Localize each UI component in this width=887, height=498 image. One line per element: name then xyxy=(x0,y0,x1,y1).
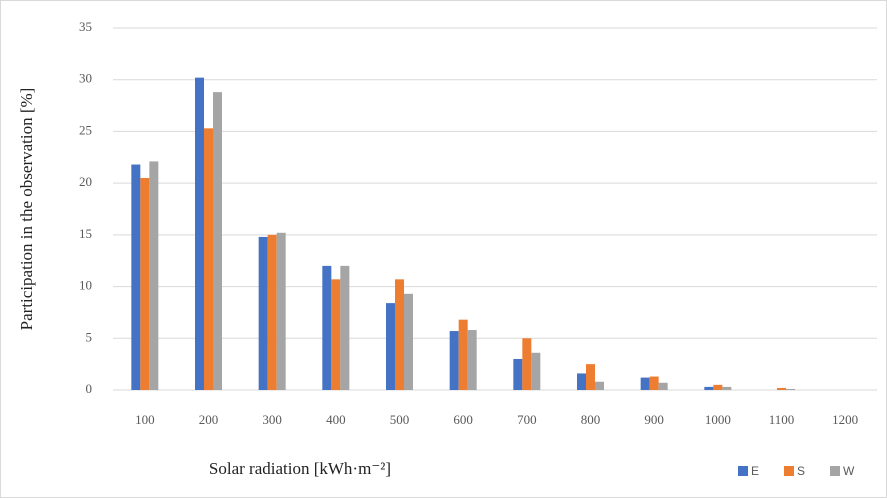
x-tick-label: 1000 xyxy=(705,412,731,427)
x-axis-title: Solar radiation [kWh·m⁻²] xyxy=(209,459,391,478)
bar xyxy=(640,377,650,390)
x-tick-label: 600 xyxy=(453,412,473,427)
bar xyxy=(131,164,141,390)
x-tick-label: 200 xyxy=(199,412,219,427)
y-axis-title: Participation in the observation [%] xyxy=(17,88,36,331)
y-tick-label: 30 xyxy=(79,71,92,86)
x-tick-label: 700 xyxy=(517,412,537,427)
legend-swatch xyxy=(738,466,748,476)
bar xyxy=(786,388,795,390)
y-tick-label: 10 xyxy=(79,278,92,293)
legend-label: E xyxy=(751,464,759,478)
legend-swatch xyxy=(830,466,840,476)
legend-label: W xyxy=(843,464,855,478)
y-tick-label: 20 xyxy=(79,174,92,189)
bar xyxy=(149,161,159,390)
bar xyxy=(331,279,341,390)
x-tick-label: 1200 xyxy=(832,412,858,427)
y-tick-label: 0 xyxy=(86,381,93,396)
bar xyxy=(140,177,150,390)
bar xyxy=(586,364,595,390)
bar xyxy=(658,382,668,390)
bar xyxy=(340,265,350,390)
y-tick-label: 35 xyxy=(79,19,92,34)
x-tick-label: 300 xyxy=(262,412,282,427)
bar xyxy=(649,376,659,390)
bar xyxy=(267,234,277,390)
bar xyxy=(595,381,604,390)
bar xyxy=(213,92,222,390)
legend-swatch xyxy=(784,466,794,476)
x-tick-label: 800 xyxy=(581,412,601,427)
bar xyxy=(204,128,213,390)
bar xyxy=(513,358,523,390)
y-tick-label: 5 xyxy=(86,329,93,344)
bar xyxy=(467,330,477,390)
bar xyxy=(458,319,468,390)
bar xyxy=(777,387,786,390)
bar xyxy=(404,293,413,390)
bar xyxy=(704,386,714,390)
bar xyxy=(195,77,204,390)
x-tick-label: 400 xyxy=(326,412,346,427)
bar xyxy=(713,384,723,390)
bar xyxy=(722,386,732,390)
bar xyxy=(322,265,332,390)
bar xyxy=(449,331,459,390)
x-tick-label: 1100 xyxy=(769,412,795,427)
y-tick-label: 15 xyxy=(79,226,92,241)
bar xyxy=(386,303,395,390)
x-tick-label: 900 xyxy=(644,412,664,427)
bar xyxy=(531,352,541,390)
x-tick-label: 500 xyxy=(390,412,410,427)
bar xyxy=(577,373,586,390)
bar xyxy=(258,236,268,390)
y-tick-label: 25 xyxy=(79,122,92,137)
x-tick-label: 100 xyxy=(135,412,155,427)
bar xyxy=(395,279,404,390)
legend-label: S xyxy=(797,464,805,478)
bar xyxy=(522,338,532,390)
bar xyxy=(276,232,286,390)
